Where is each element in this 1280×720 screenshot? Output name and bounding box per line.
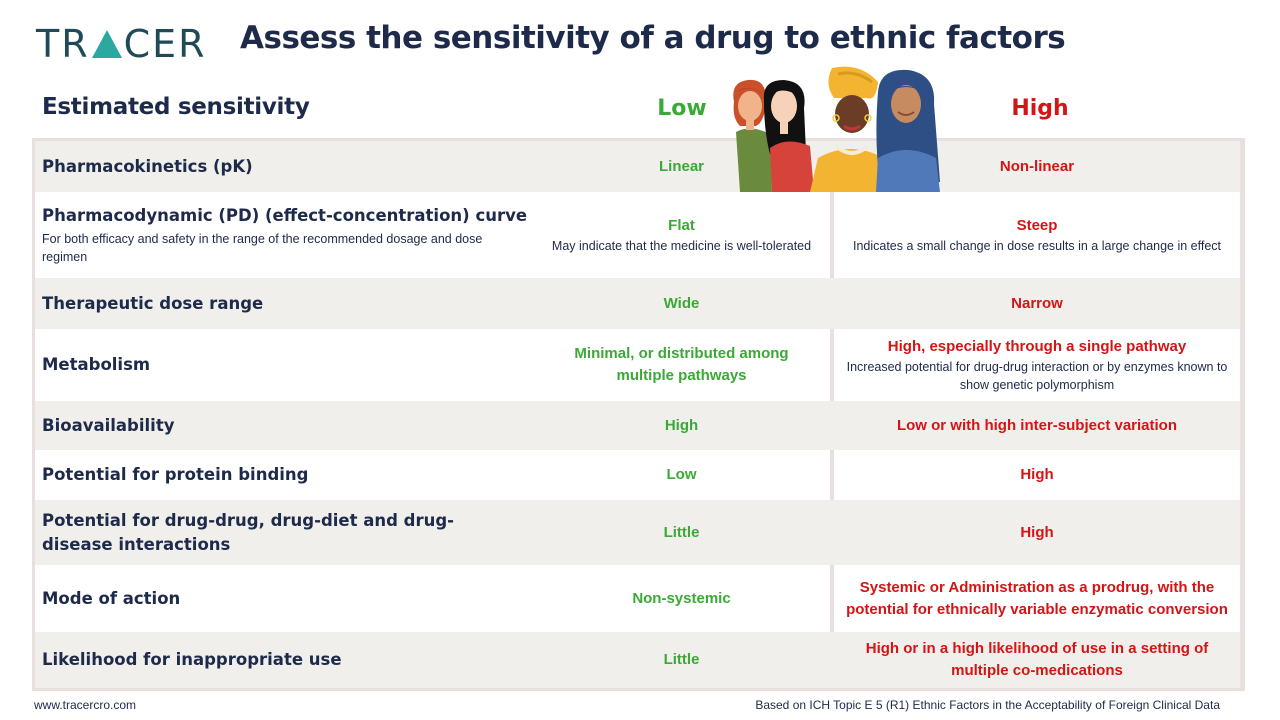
low-value: Linear xyxy=(658,157,704,175)
low-value: Non-systemic xyxy=(632,589,731,607)
high-note: Increased potential for drug-drug intera… xyxy=(846,360,1228,392)
row-label: Mode of action xyxy=(42,588,181,608)
row-label: Potential for protein binding xyxy=(42,465,309,484)
table-row-therapeutic-dose-range: Therapeutic dose range Wide Narrow xyxy=(35,278,1240,329)
high-value: Non-linear xyxy=(999,157,1075,175)
page-title: Assess the sensitivity of a drug to ethn… xyxy=(240,20,1066,56)
high-value: Systemic or Administration as a prodrug,… xyxy=(846,578,1228,618)
row-label: Potential for drug-drug, drug-diet and d… xyxy=(42,510,455,554)
table-row-metabolism: Metabolism Minimal, or distributed among… xyxy=(35,329,1240,401)
low-value: Flat xyxy=(668,217,695,234)
tracer-logo: TR CER xyxy=(36,22,207,66)
table-row-inappropriate-use: Likelihood for inappropriate use Little … xyxy=(35,632,1240,688)
logo-triangle-icon xyxy=(91,30,122,58)
high-value: High, especially through a single pathwa… xyxy=(887,338,1187,355)
row-label: Metabolism xyxy=(42,355,151,374)
header-low: Low xyxy=(657,96,707,121)
woman-hijab-illustration xyxy=(876,69,940,192)
woman-black-hair-illustration xyxy=(763,80,814,192)
low-value: Little xyxy=(663,651,700,668)
high-value: High or in a high likelihood of use in a… xyxy=(865,640,1209,679)
row-label: Likelihood for inappropriate use xyxy=(42,650,342,669)
row-label: Pharmacokinetics (pK) xyxy=(42,156,253,176)
table-row-bioavailability: Bioavailability High Low or with high in… xyxy=(35,401,1240,450)
low-value: Wide xyxy=(663,294,700,312)
high-value: Low or with high inter-subject variation xyxy=(896,416,1177,434)
high-value: Steep xyxy=(1016,217,1058,234)
low-value: Little xyxy=(663,523,700,541)
high-value: Narrow xyxy=(1011,294,1063,312)
woman-redhead-illustration xyxy=(733,79,772,192)
row-sublabel: For both efficacy and safety in the rang… xyxy=(42,232,483,264)
woman-turban-illustration xyxy=(810,66,888,192)
low-value: Minimal, or distributed among multiple p… xyxy=(574,345,789,384)
high-value: High xyxy=(1020,466,1054,483)
low-note: May indicate that the medicine is well-t… xyxy=(551,239,812,253)
high-note: Indicates a small change in dose results… xyxy=(852,239,1222,253)
table-row-mode-of-action: Mode of action Non-systemic Systemic or … xyxy=(35,565,1240,632)
footer-source: Based on ICH Topic E 5 (R1) Ethnic Facto… xyxy=(755,698,1220,712)
diverse-women-illustration xyxy=(733,66,940,192)
low-value: High xyxy=(664,416,699,434)
row-label: Bioavailability xyxy=(42,415,175,435)
row-label: Therapeutic dose range xyxy=(42,293,264,313)
row-label: Pharmacodynamic (PD) (effect-concentrati… xyxy=(42,206,528,225)
table-row-protein-binding: Potential for protein binding Low High xyxy=(35,450,1240,500)
footer-website[interactable]: www.tracercro.com xyxy=(34,698,137,712)
table-row-pharmacodynamic: Pharmacodynamic (PD) (effect-concentrati… xyxy=(35,192,1240,278)
header-high: High xyxy=(1011,96,1069,121)
table-row-interactions: Potential for drug-drug, drug-diet and d… xyxy=(35,500,1240,565)
header-estimated-sensitivity: Estimated sensitivity xyxy=(42,94,310,120)
table-row-pharmacokinetics: Pharmacokinetics (pK) Linear Non-linear xyxy=(35,141,1240,192)
high-value: High xyxy=(1020,523,1054,541)
low-value: Low xyxy=(666,466,697,483)
